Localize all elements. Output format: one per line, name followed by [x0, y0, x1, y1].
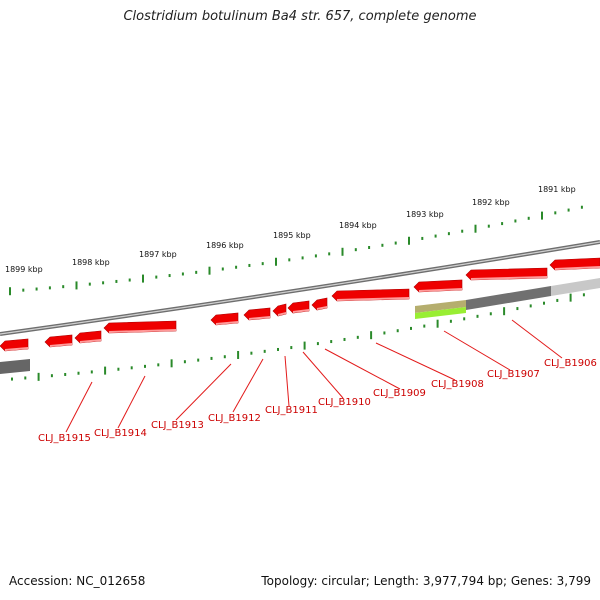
label-leader	[302, 351, 344, 399]
gene-arrow-shade	[471, 276, 547, 280]
feature-block	[466, 286, 551, 310]
gene-arrow-shade	[317, 306, 327, 310]
gene-arrow-shade	[249, 316, 270, 320]
gene-arrow-shade	[293, 309, 309, 313]
gene-label-clj-b1911[interactable]: CLJ_B1911	[265, 405, 318, 416]
gene-arrow-shade	[337, 297, 409, 301]
genome-summary-text: Topology: circular; Length: 3,977,794 bp…	[261, 574, 591, 588]
scale-ticks	[9, 205, 585, 381]
label-leaders	[65, 319, 563, 433]
gene-features	[0, 257, 600, 374]
label-leader	[511, 319, 563, 359]
label-leader	[324, 348, 401, 390]
gene-arrow-shade	[278, 312, 286, 316]
gene-label-clj-b1913[interactable]: CLJ_B1913	[151, 420, 204, 431]
accession-text: Accession: NC_012658	[9, 574, 146, 588]
scale-label: 1892 kbp	[472, 198, 510, 207]
scale-label: 1898 kbp	[72, 258, 110, 267]
scale-label: 1893 kbp	[406, 210, 444, 219]
gene-label-clj-b1914[interactable]: CLJ_B1914	[94, 428, 147, 439]
scale-label: 1899 kbp	[5, 265, 43, 274]
feature-block	[415, 300, 466, 313]
gene-arrow-shade	[5, 347, 28, 351]
feature-block	[551, 278, 600, 296]
gene-label-clj-b1912[interactable]: CLJ_B1912	[208, 413, 261, 424]
gene-labels: CLJ_B1915 CLJ_B1914 CLJ_B1913 CLJ_B1912 …	[38, 358, 597, 444]
label-leader	[375, 342, 456, 381]
gene-arrow-shade	[419, 288, 462, 292]
scale-label: 1896 kbp	[206, 241, 244, 250]
scale-labels: 1899 kbp 1898 kbp 1897 kbp 1896 kbp 1895…	[5, 185, 576, 274]
label-leader	[232, 358, 264, 413]
genome-backbone	[0, 240, 600, 336]
gene-label-clj-b1906[interactable]: CLJ_B1906	[544, 358, 597, 369]
scale-label: 1895 kbp	[273, 231, 311, 240]
scale-label: 1894 kbp	[339, 221, 377, 230]
rna-feature	[415, 307, 466, 319]
gene-label-clj-b1909[interactable]: CLJ_B1909	[373, 388, 426, 399]
gene-arrow-shade	[109, 329, 176, 333]
gene-label-clj-b1910[interactable]: CLJ_B1910	[318, 397, 371, 408]
backbone-outer	[0, 240, 600, 336]
backbone-highlight	[0, 241, 600, 335]
feature-block	[0, 359, 30, 374]
label-leader	[175, 363, 232, 421]
gene-arrow-shade	[216, 321, 238, 325]
label-leader	[443, 330, 511, 371]
label-leader	[284, 355, 290, 407]
gene-label-clj-b1907[interactable]: CLJ_B1907	[487, 369, 540, 380]
gene-label-clj-b1915[interactable]: CLJ_B1915	[38, 433, 91, 444]
scale-label: 1891 kbp	[538, 185, 576, 194]
label-leader	[65, 381, 93, 433]
map-title: Clostridium botulinum Ba4 str. 657, comp…	[123, 9, 477, 24]
label-leader	[117, 375, 146, 429]
gene-label-clj-b1908[interactable]: CLJ_B1908	[431, 379, 484, 390]
gene-arrow-shade	[50, 343, 72, 347]
scale-label: 1897 kbp	[139, 250, 177, 259]
gene-arrow-shade	[555, 266, 600, 270]
gene-arrow-shade	[80, 339, 101, 343]
